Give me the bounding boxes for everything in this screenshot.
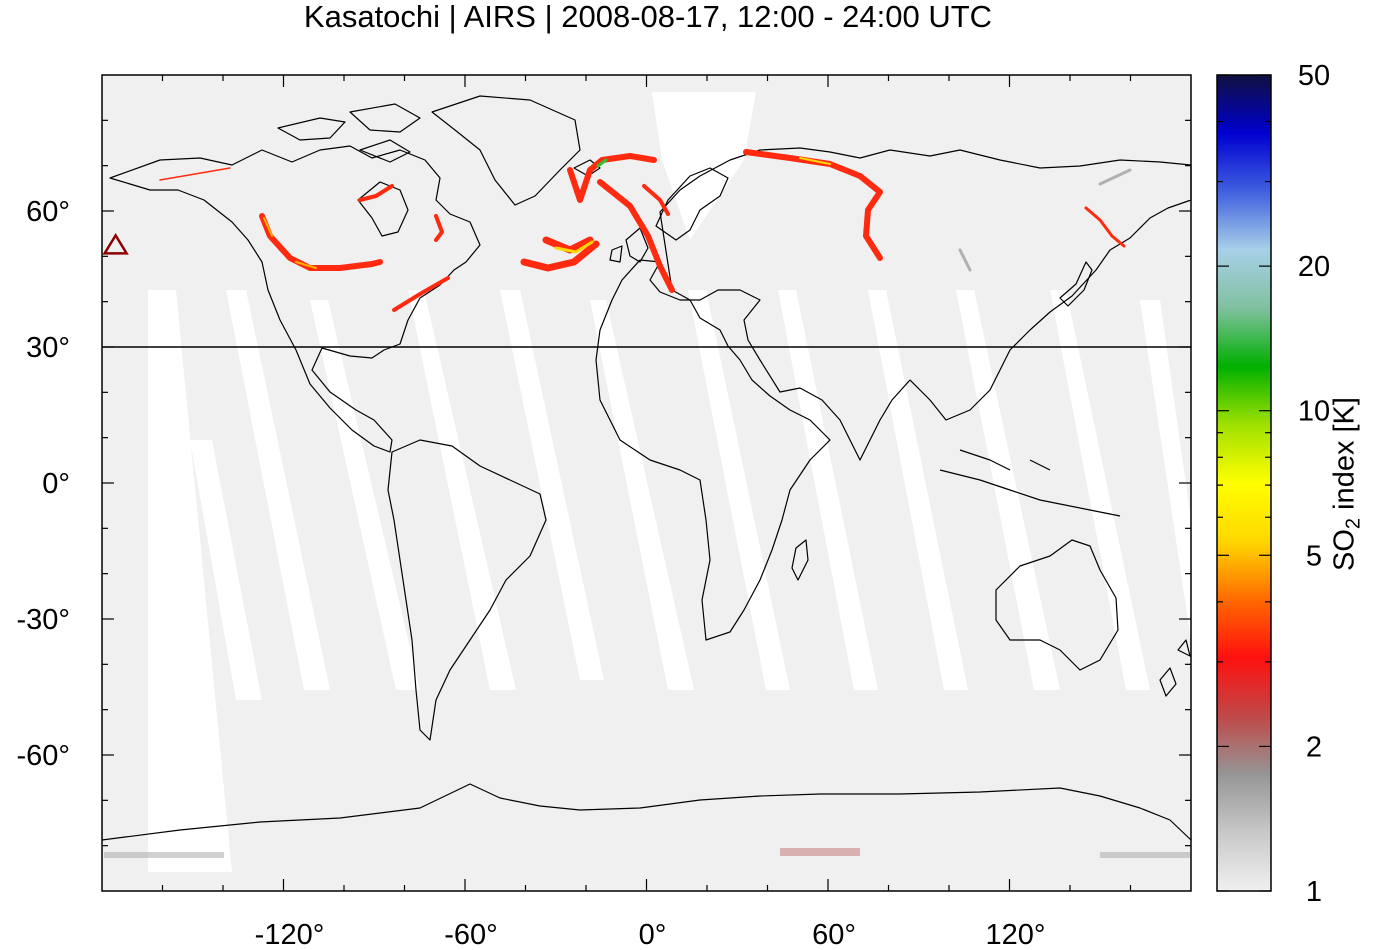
swath-gap [408, 290, 516, 690]
plume-atlantic-core [554, 240, 594, 254]
colorbar-frame [1216, 74, 1272, 892]
colorbar-tick-label: 10 [1298, 396, 1330, 428]
colorbar-tick-label: 20 [1298, 251, 1330, 283]
plume-north-america [259, 213, 383, 271]
map-plot-area [101, 74, 1192, 892]
coastline-indonesia [939, 449, 1121, 517]
y-tick-label: 0° [42, 468, 70, 500]
coastline-antarctica [101, 783, 1192, 841]
swath-gap [688, 290, 790, 690]
swath-gap [226, 290, 330, 690]
plume-north-america-core [263, 217, 317, 269]
x-tick-label: 60° [812, 919, 856, 950]
swath-gap [1140, 300, 1191, 640]
map-title: Kasatochi | AIRS | 2008-08-17, 12:00 - 2… [303, 0, 993, 34]
colorbar-label-rest: index [K] [1328, 397, 1361, 518]
swath-gap [652, 92, 756, 240]
coastline-new-zealand [1159, 639, 1191, 697]
swath-gap [148, 290, 232, 872]
colorbar: 50 20 10 5 2 1 [1216, 60, 1330, 908]
coastline-iceland [573, 159, 601, 177]
swath-gap [1050, 290, 1150, 690]
colorbar-tick-label: 50 [1298, 60, 1330, 92]
swath-gap [956, 290, 1060, 690]
x-axis-labels: -120° -60° 0° 60° 120° [255, 919, 1046, 950]
y-tick-label: 30° [26, 332, 70, 364]
so2-plume [159, 149, 1132, 312]
kasatochi-volcano-marker [102, 232, 129, 255]
plume-scandinavia [642, 184, 670, 216]
y-tick-label: 60° [26, 196, 70, 228]
map-axis-ticks [102, 75, 1191, 891]
coastline-scandinavia [655, 167, 729, 241]
colorbar-ticks: 50 20 10 5 2 1 [1217, 60, 1330, 908]
coastlines [101, 95, 1192, 841]
plume-russia [743, 149, 883, 261]
plume-bering [159, 167, 231, 181]
colorbar-fill [1217, 75, 1271, 891]
swath-gap [500, 290, 604, 680]
coastline-eurasia-africa [595, 147, 1192, 641]
antarctic-noise [104, 848, 1190, 858]
coastline-australia [995, 539, 1119, 671]
colorbar-tick-label: 2 [1306, 731, 1322, 763]
coastline-north-america [109, 145, 481, 453]
y-tick-label: -30° [16, 604, 70, 636]
plume-canada [358, 184, 450, 312]
coastline-madagascar [791, 539, 809, 581]
coastline-canadian-islands [277, 103, 421, 163]
x-tick-label: 0° [639, 919, 667, 950]
coastline-greenland [431, 95, 581, 206]
swath-gap [590, 300, 694, 690]
x-tick-label: 120° [986, 919, 1046, 950]
coastline-british-isles [609, 227, 649, 263]
plume-russia-core [799, 157, 831, 165]
plume-greenland-sea-core [596, 158, 608, 168]
colorbar-tick-label: 1 [1306, 876, 1322, 908]
swath-gap [190, 440, 262, 700]
plume-greenland-sea [567, 153, 675, 293]
coastline-south-america [387, 439, 547, 741]
y-tick-label: -60° [16, 740, 70, 772]
x-tick-label: -120° [255, 919, 325, 950]
coastline-hudson-bay [357, 181, 409, 237]
coastline-japan [1059, 261, 1093, 307]
colorbar-label-main: SO [1328, 529, 1361, 571]
x-tick-label: -60° [444, 919, 498, 950]
plume-far-east-faint [958, 168, 1132, 272]
swath-gap [868, 290, 968, 690]
colorbar-label-subscript: 2 [1342, 517, 1365, 530]
y-axis-labels: 60° 30° 0° -30° -60° [16, 196, 70, 772]
plume-far-east [1084, 206, 1126, 248]
swath-gaps [148, 92, 1191, 872]
colorbar-tick-label: 5 [1306, 540, 1322, 572]
